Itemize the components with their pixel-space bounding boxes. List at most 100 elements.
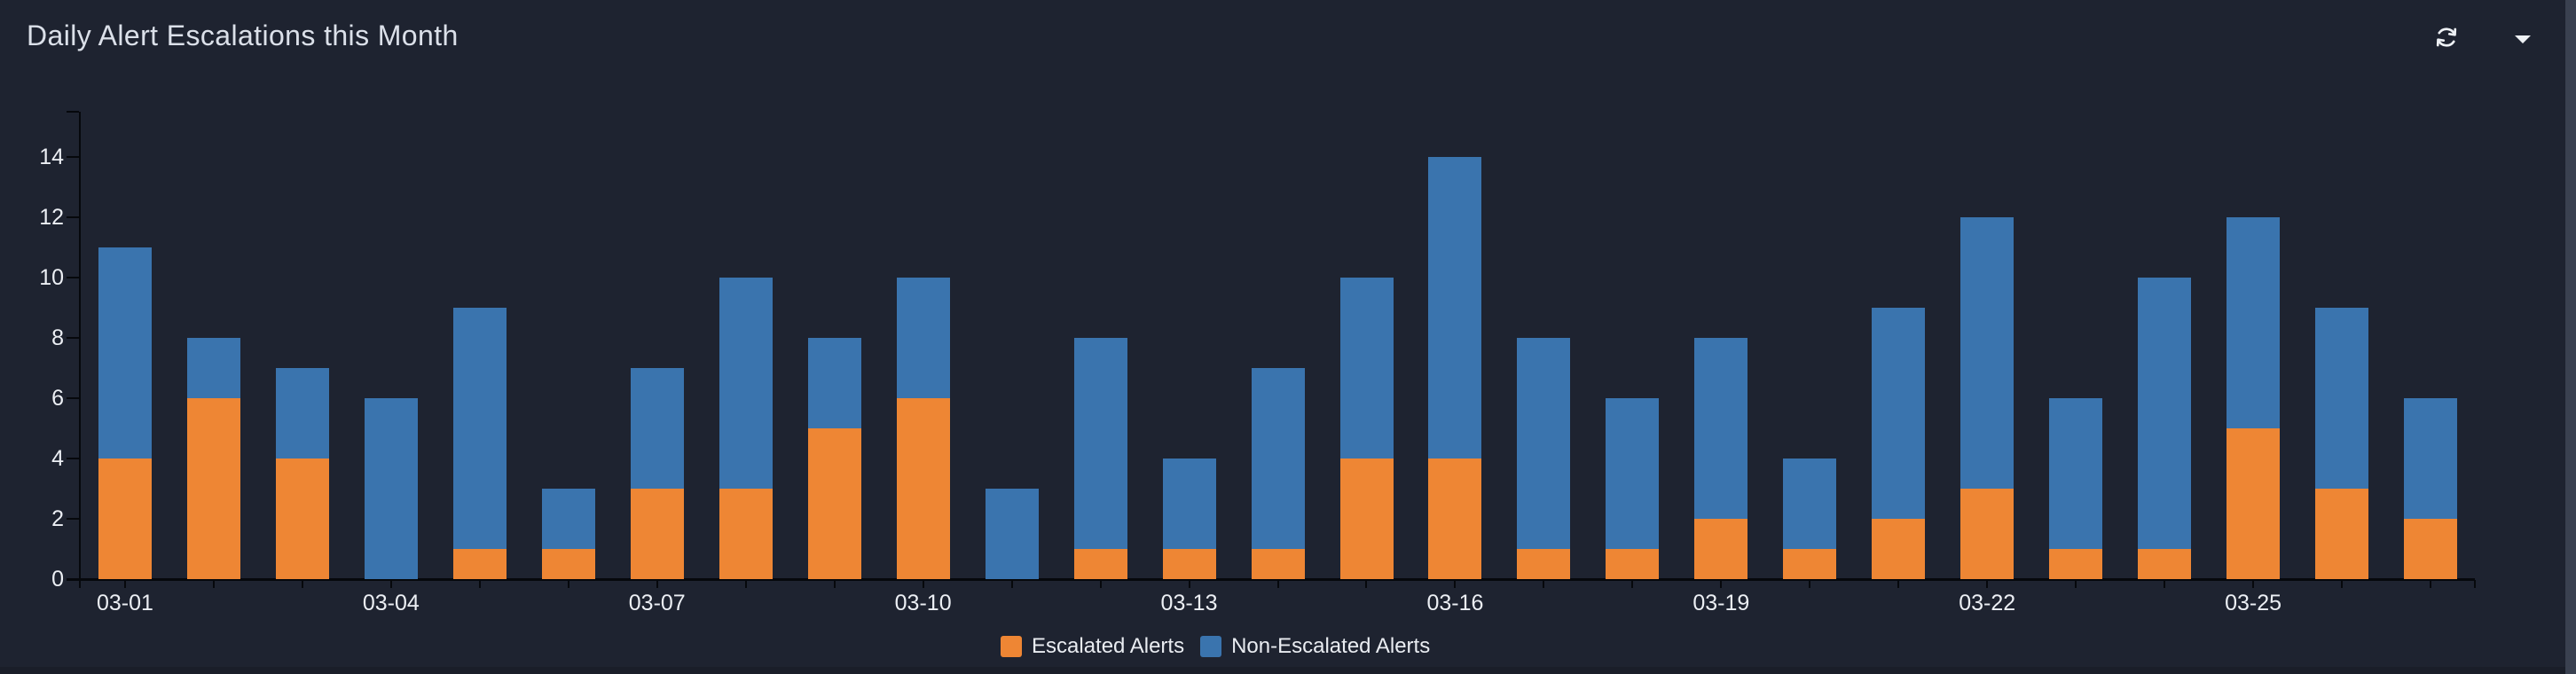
bar-segment-escalated[interactable] <box>186 398 240 579</box>
y-axis-tick <box>67 518 79 520</box>
scrollbar[interactable] <box>2565 0 2576 674</box>
x-axis-tick <box>478 580 481 588</box>
bar-segment-non-escalated[interactable] <box>452 308 507 549</box>
x-axis-tick <box>1897 580 1900 588</box>
bar-segment-non-escalated[interactable] <box>2227 217 2281 428</box>
x-axis-tick-label: 03-01 <box>96 591 153 615</box>
x-axis-tick <box>123 580 126 588</box>
x-axis-tick <box>1986 580 1989 588</box>
bar-segment-non-escalated[interactable] <box>630 368 684 489</box>
bar-segment-non-escalated[interactable] <box>541 489 595 549</box>
bar-segment-non-escalated[interactable] <box>1960 217 2014 489</box>
bar-segment-non-escalated[interactable] <box>896 278 950 398</box>
bar-segment-escalated[interactable] <box>98 458 152 579</box>
x-axis-tick-label: 03-10 <box>894 591 952 615</box>
x-axis-tick-label: 03-07 <box>628 591 686 615</box>
x-axis-tick-label: 03-16 <box>1426 591 1484 615</box>
x-axis-tick <box>1454 580 1457 588</box>
y-axis-tick-label: 0 <box>51 567 64 592</box>
bar-segment-escalated[interactable] <box>1606 549 1660 579</box>
x-axis-tick <box>567 580 569 588</box>
x-axis-tick <box>1099 580 1102 588</box>
y-axis-tick <box>67 397 79 399</box>
bar-segment-escalated[interactable] <box>1694 519 1748 579</box>
legend-swatch-non-escalated <box>1200 636 1222 657</box>
x-axis-tick <box>744 580 747 588</box>
caret-down-icon <box>2515 35 2531 43</box>
panel-menu-button[interactable] <box>2503 21 2542 57</box>
x-axis-line <box>67 578 2475 581</box>
bar-segment-non-escalated[interactable] <box>2404 398 2457 519</box>
bar-segment-non-escalated[interactable] <box>1251 368 1305 549</box>
bar-segment-non-escalated[interactable] <box>985 489 1039 579</box>
chart-legend: Escalated Alerts Non-Escalated Alerts <box>1001 633 1430 660</box>
x-axis-tick <box>1809 580 1811 588</box>
x-axis-tick-label: 03-25 <box>2225 591 2282 615</box>
bar-segment-escalated[interactable] <box>1428 458 1482 579</box>
bar-segment-escalated[interactable] <box>807 428 861 579</box>
bar-segment-escalated[interactable] <box>2227 428 2281 579</box>
y-axis-tick-label: 6 <box>51 386 64 411</box>
bar-segment-escalated[interactable] <box>1517 549 1571 579</box>
bar-segment-escalated[interactable] <box>452 549 507 579</box>
y-axis-line <box>79 112 81 582</box>
y-axis-tick <box>67 277 79 278</box>
bar-segment-non-escalated[interactable] <box>364 398 418 579</box>
legend-item-non-escalated[interactable]: Non-Escalated Alerts <box>1200 634 1430 659</box>
bar-segment-non-escalated[interactable] <box>1606 398 1660 549</box>
bar-segment-non-escalated[interactable] <box>1428 157 1482 458</box>
y-axis-tick-label: 12 <box>39 205 64 230</box>
bar-segment-escalated[interactable] <box>630 489 684 579</box>
bar-segment-escalated[interactable] <box>719 489 773 579</box>
bar-segment-escalated[interactable] <box>1073 549 1127 579</box>
bar-segment-non-escalated[interactable] <box>1073 338 1127 549</box>
bar-segment-escalated[interactable] <box>1783 549 1837 579</box>
x-axis-tick <box>1010 580 1013 588</box>
bar-segment-non-escalated[interactable] <box>1783 458 1837 549</box>
y-axis-tick <box>67 458 79 459</box>
bar-segment-escalated[interactable] <box>2315 489 2369 579</box>
bar-segment-escalated[interactable] <box>541 549 595 579</box>
bar-segment-non-escalated[interactable] <box>98 247 152 458</box>
x-axis-tick <box>2341 580 2344 588</box>
legend-item-escalated[interactable]: Escalated Alerts <box>1001 634 1184 659</box>
bar-segment-non-escalated[interactable] <box>275 368 329 458</box>
bar-segment-non-escalated[interactable] <box>1162 458 1216 549</box>
x-axis-tick-label: 03-13 <box>1160 591 1218 615</box>
y-axis-tick-label: 2 <box>51 506 64 531</box>
bar-segment-non-escalated[interactable] <box>1872 308 1926 519</box>
bar-segment-non-escalated[interactable] <box>2315 308 2369 489</box>
x-axis-tick <box>1188 580 1190 588</box>
bar-segment-non-escalated[interactable] <box>1339 278 1394 458</box>
bar-segment-escalated[interactable] <box>1339 458 1394 579</box>
x-axis-tick-label: 03-19 <box>1692 591 1750 615</box>
bar-segment-escalated[interactable] <box>2404 519 2457 579</box>
bar-segment-non-escalated[interactable] <box>1517 338 1571 549</box>
x-axis-tick <box>1365 580 1368 588</box>
bar-segment-escalated[interactable] <box>2138 549 2192 579</box>
bar-segment-non-escalated[interactable] <box>1694 338 1748 519</box>
bar-segment-escalated[interactable] <box>1251 549 1305 579</box>
legend-label-non-escalated: Non-Escalated Alerts <box>1231 634 1431 658</box>
bar-segment-non-escalated[interactable] <box>719 278 773 489</box>
bar-segment-escalated[interactable] <box>1960 489 2014 579</box>
x-axis-tick <box>833 580 836 588</box>
bar-segment-non-escalated[interactable] <box>2138 278 2192 549</box>
x-axis-tick <box>656 580 658 588</box>
bar-segment-escalated[interactable] <box>275 458 329 579</box>
x-axis-end-tick <box>2474 580 2476 588</box>
refresh-button[interactable] <box>2425 16 2468 59</box>
bar-segment-non-escalated[interactable] <box>2049 398 2103 549</box>
x-axis-tick <box>301 580 303 588</box>
bar-segment-escalated[interactable] <box>2049 549 2103 579</box>
refresh-icon <box>2431 22 2462 52</box>
legend-swatch-escalated <box>1001 636 1022 657</box>
y-axis-end-tick <box>67 111 79 113</box>
x-axis-tick <box>1543 580 1545 588</box>
bar-segment-escalated[interactable] <box>896 398 950 579</box>
bar-segment-non-escalated[interactable] <box>807 338 861 428</box>
x-axis-tick <box>2252 580 2255 588</box>
bar-segment-escalated[interactable] <box>1162 549 1216 579</box>
bar-segment-escalated[interactable] <box>1872 519 1926 579</box>
bar-segment-non-escalated[interactable] <box>186 338 240 398</box>
